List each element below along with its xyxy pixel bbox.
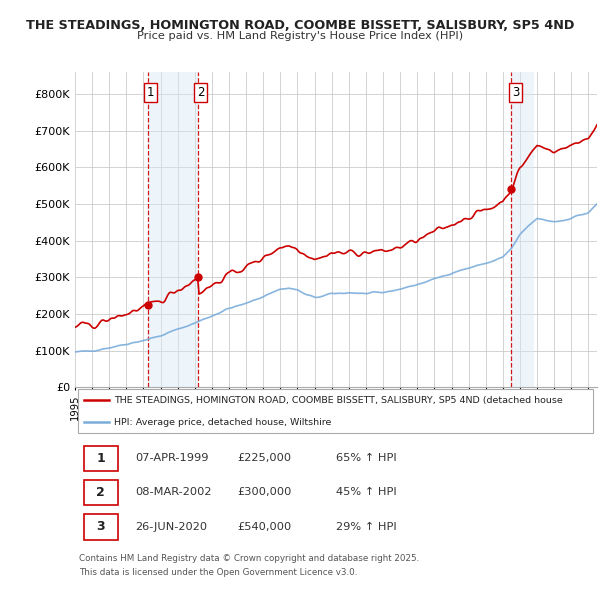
Text: THE STEADINGS, HOMINGTON ROAD, COOMBE BISSETT, SALISBURY, SP5 4ND: THE STEADINGS, HOMINGTON ROAD, COOMBE BI…	[26, 19, 574, 32]
Text: 07-APR-1999: 07-APR-1999	[135, 453, 209, 463]
FancyBboxPatch shape	[84, 445, 118, 471]
Text: Price paid vs. HM Land Registry's House Price Index (HPI): Price paid vs. HM Land Registry's House …	[137, 31, 463, 41]
FancyBboxPatch shape	[84, 514, 118, 540]
Bar	[511, 72, 533, 387]
Text: Contains HM Land Registry data © Crown copyright and database right 2025.: Contains HM Land Registry data © Crown c…	[79, 554, 419, 563]
Text: £540,000: £540,000	[237, 522, 291, 532]
Text: 2: 2	[197, 86, 204, 99]
FancyBboxPatch shape	[84, 480, 118, 506]
Text: 3: 3	[96, 520, 105, 533]
Text: 26-JUN-2020: 26-JUN-2020	[135, 522, 207, 532]
Text: This data is licensed under the Open Government Licence v3.0.: This data is licensed under the Open Gov…	[79, 568, 358, 577]
Text: 08-MAR-2002: 08-MAR-2002	[135, 487, 212, 497]
Text: £225,000: £225,000	[237, 453, 291, 463]
Text: 1: 1	[96, 451, 105, 464]
Bar	[148, 72, 198, 387]
Text: 45% ↑ HPI: 45% ↑ HPI	[336, 487, 397, 497]
Text: 65% ↑ HPI: 65% ↑ HPI	[336, 453, 397, 463]
Text: 3: 3	[512, 86, 519, 99]
Text: 1: 1	[147, 86, 154, 99]
Text: THE STEADINGS, HOMINGTON ROAD, COOMBE BISSETT, SALISBURY, SP5 4ND (detached hous: THE STEADINGS, HOMINGTON ROAD, COOMBE BI…	[114, 396, 563, 405]
Text: 29% ↑ HPI: 29% ↑ HPI	[336, 522, 397, 532]
Text: £300,000: £300,000	[237, 487, 291, 497]
Text: 2: 2	[96, 486, 105, 499]
FancyBboxPatch shape	[77, 389, 593, 433]
Text: HPI: Average price, detached house, Wiltshire: HPI: Average price, detached house, Wilt…	[114, 418, 332, 427]
